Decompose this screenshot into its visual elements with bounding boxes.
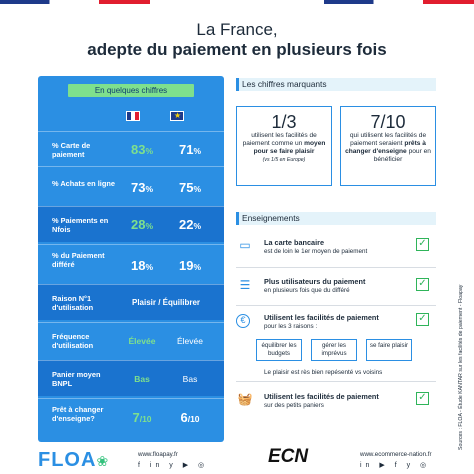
insight-carte-bancaire: ▭ La carte bancaire est de loin le 1er m… — [236, 232, 436, 268]
reason-imprevus: gérer les imprévus — [311, 339, 357, 361]
figures-heading: En quelques chiffres — [68, 84, 194, 97]
insight-title: La carte bancaire — [264, 238, 325, 247]
france-flag-icon — [126, 111, 140, 121]
title-line-1: La France, — [196, 20, 278, 39]
row-value-eu: Bas — [182, 374, 198, 384]
insight-trois-raisons: € Utilisent les facilités de paiement po… — [236, 308, 436, 382]
row-value-eu: 22% — [178, 217, 202, 232]
row-achats-en-ligne: % Achats en ligne 73% 75% — [38, 166, 224, 205]
check-icon: ✓ — [416, 313, 429, 326]
insight-petits-paniers: 🧺 Utilisent les facilités de paiement su… — [236, 384, 436, 424]
flag-stripe-left — [0, 0, 150, 4]
page-title: La France, adepte du paiement en plusieu… — [0, 20, 474, 60]
stat-text: qui utilisent les facilités de paiement … — [345, 132, 431, 163]
row-value-fr: 28% — [130, 217, 154, 232]
reason-equilibrer: équilibrer les budgets — [256, 339, 302, 361]
title-line-2: adepte du paiement en plusieurs fois — [87, 40, 387, 59]
row-value-fr: 7/10 — [132, 410, 152, 425]
row-value-eu: Élevée — [177, 336, 203, 346]
reason-plaisir: se faire plaisir — [366, 339, 412, 361]
list-icon: ☰ — [239, 278, 251, 292]
eu-flag-icon — [170, 111, 184, 121]
section-enseignements-heading: Enseignements — [236, 212, 436, 225]
check-icon: ✓ — [416, 238, 429, 251]
stat-card-plaisir: 1/3 utilisent les facilités de paiement … — [236, 106, 332, 186]
row-value-fr: Bas — [134, 374, 150, 384]
stat-value: 7/10 — [370, 112, 406, 132]
row-carte-paiement: % Carte de paiement 83% 71% — [38, 131, 224, 164]
insight-title: Utilisent les facilités de paiement — [264, 392, 379, 401]
row-value-fr: Élevée — [128, 336, 156, 346]
insight-title: Plus utilisateurs du paiement — [264, 277, 366, 286]
row-value-fr: 73% — [130, 180, 154, 195]
floa-url-link[interactable]: www.floapay.fr — [138, 451, 178, 458]
flag-stripe-right — [324, 0, 474, 4]
row-label: % Carte de paiement — [52, 141, 91, 159]
row-label: % du Paiement différé — [52, 251, 105, 269]
stat-card-enseigne: 7/10 qui utilisent les facilités de paie… — [340, 106, 436, 186]
row-value-combined: Plaisir / Équilibrer — [131, 298, 201, 307]
row-value-fr: 83% — [130, 142, 154, 157]
insight-plus-utilisateurs: ☰ Plus utilisateurs du paiement en plusi… — [236, 270, 436, 306]
row-paiement-differe: % du Paiement différé 18% 19% — [38, 244, 224, 282]
insight-subtitle: sur des petits paniers — [264, 402, 324, 409]
check-icon: ✓ — [416, 278, 429, 291]
row-label: % Paiements en Nfois — [52, 216, 109, 234]
stat-note: (vs 1/5 en Europe) — [262, 157, 306, 163]
row-value-eu: 19% — [178, 258, 202, 273]
insight-subtitle: est de loin le 1er moyen de paiement — [264, 248, 368, 255]
row-raison-utilisation: Raison N°1 d'utilisation Plaisir / Équil… — [38, 284, 224, 320]
row-label: Prêt à changer d'enseigne? — [52, 405, 104, 423]
row-label: Panier moyen BNPL — [52, 370, 101, 388]
section-chiffres-heading: Les chiffres marquants — [236, 78, 436, 91]
credit-card-icon: ▭ — [239, 238, 251, 252]
footer: FLOA❀ www.floapay.fr f in y ▶ ◎ ECN www.… — [38, 446, 438, 474]
stat-value: 1/3 — [271, 112, 297, 132]
row-panier-moyen: Panier moyen BNPL Bas Bas — [38, 360, 224, 396]
check-icon: ✓ — [416, 392, 429, 405]
basket-icon: 🧺 — [237, 392, 253, 406]
row-label: Fréquence d'utilisation — [52, 332, 94, 350]
row-changer-enseigne: Prêt à changer d'enseigne? 7/10 6/10 — [38, 398, 224, 440]
stat-text: utilisent les facilités de paiement comm… — [242, 132, 326, 155]
row-value-eu: 75% — [178, 180, 202, 195]
row-label: % Achats en ligne — [52, 179, 115, 188]
row-label: Raison N°1 d'utilisation — [52, 294, 94, 312]
insight-subtitle: en plusieurs fois que du différé — [264, 287, 350, 294]
ecn-social-icons[interactable]: in ▶ f y ◎ — [360, 462, 431, 469]
floa-logo: FLOA❀ — [38, 449, 110, 471]
insight-subtitle: pour les 3 raisons : — [264, 323, 318, 330]
row-value-eu: 71% — [178, 142, 202, 157]
ecn-url-link[interactable]: www.ecommerce-nation.fr — [360, 451, 432, 458]
floa-social-icons[interactable]: f in y ▶ ◎ — [138, 462, 209, 469]
row-value-eu: 6/10 — [180, 410, 200, 425]
euro-icon: € — [236, 314, 250, 328]
row-frequence: Fréquence d'utilisation Élevée Élevée — [38, 322, 224, 358]
ecn-logo: ECN — [268, 446, 309, 467]
row-paiements-nfois: % Paiements en Nfois 28% 22% — [38, 206, 224, 242]
reasons-group: équilibrer les budgets gérer les imprévu… — [256, 339, 416, 363]
sources-note: Sources : FLOA - Étude KANTAR sur les fa… — [458, 284, 464, 450]
insight-extra: Le plaisir est rès bien repésenté vs voi… — [264, 369, 383, 376]
insight-title: Utilisent les facilités de paiement — [264, 313, 379, 322]
row-value-fr: 18% — [130, 258, 154, 273]
